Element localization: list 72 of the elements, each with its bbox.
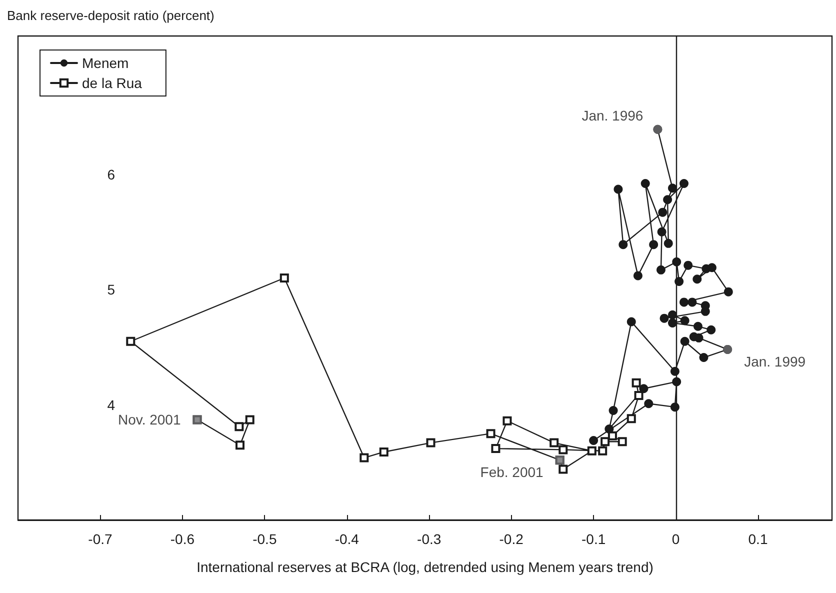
point: [688, 298, 697, 307]
point: [693, 322, 702, 331]
point: [660, 314, 669, 323]
x-tick-label: 0.1: [748, 531, 768, 547]
point: [632, 378, 641, 388]
point: [680, 316, 690, 326]
point: [618, 240, 628, 250]
y-tick-label: 5: [107, 282, 116, 298]
point: [614, 184, 623, 194]
point: [626, 414, 636, 424]
point: [724, 287, 733, 296]
annotation: Jan. 1999: [744, 353, 806, 370]
point: [633, 271, 642, 280]
legend-label: Menem: [82, 55, 129, 71]
point: [360, 453, 369, 462]
point: [600, 437, 610, 446]
point: [589, 436, 598, 445]
point: [657, 227, 666, 236]
point: [668, 310, 677, 320]
y-tick-label: 4: [107, 396, 116, 413]
point: [618, 437, 627, 446]
point: [640, 179, 650, 188]
annotation: Jan. 1996: [582, 107, 644, 124]
annotation: Feb. 2001: [480, 464, 544, 480]
x-axis-title: International reserves at BCRA (log, detrended using Menem years trend): [196, 559, 654, 575]
point: [692, 274, 702, 284]
point: [656, 265, 666, 274]
x-tick-label: -0.7: [88, 531, 112, 547]
point: [634, 391, 644, 400]
point: [680, 336, 690, 346]
x-tick-label: -0.4: [334, 531, 360, 547]
point: [684, 260, 693, 270]
point: [668, 318, 677, 328]
point: [707, 263, 716, 272]
point: [668, 184, 677, 193]
x-tick-label: -0.3: [417, 531, 442, 547]
point: [558, 445, 568, 454]
point: [379, 448, 388, 457]
x-tick-label: -0.2: [499, 531, 524, 547]
point: [502, 416, 512, 426]
x-tick-label: -0.5: [252, 531, 277, 547]
point: [486, 429, 496, 438]
point: [663, 195, 672, 204]
point: [558, 464, 568, 474]
point: [608, 406, 618, 416]
point: [598, 446, 608, 456]
point: [658, 208, 668, 217]
point: [664, 238, 673, 248]
point: [608, 431, 617, 440]
point: [649, 240, 658, 250]
point: [644, 399, 654, 408]
point: [680, 179, 688, 188]
y-tick-label: 6: [107, 166, 116, 182]
point: [626, 317, 636, 326]
legend-label: de la Rua: [82, 75, 142, 91]
x-tick-label: -0.6: [170, 531, 195, 547]
point: [491, 444, 500, 454]
x-tick-label: -0.1: [581, 531, 606, 547]
point: [706, 325, 716, 334]
point: [550, 438, 559, 448]
point: [699, 353, 708, 362]
point: [126, 336, 136, 346]
point: [234, 422, 244, 432]
annotation: Nov. 2001: [118, 412, 181, 428]
point: [680, 298, 688, 307]
x-tick-label: 0: [672, 531, 680, 547]
point: [245, 415, 254, 424]
y-axis-title: Bank reserve-deposit ratio (percent): [7, 8, 214, 23]
point: [236, 440, 244, 450]
point: [426, 438, 436, 448]
point: [587, 446, 596, 456]
point: [280, 274, 289, 282]
